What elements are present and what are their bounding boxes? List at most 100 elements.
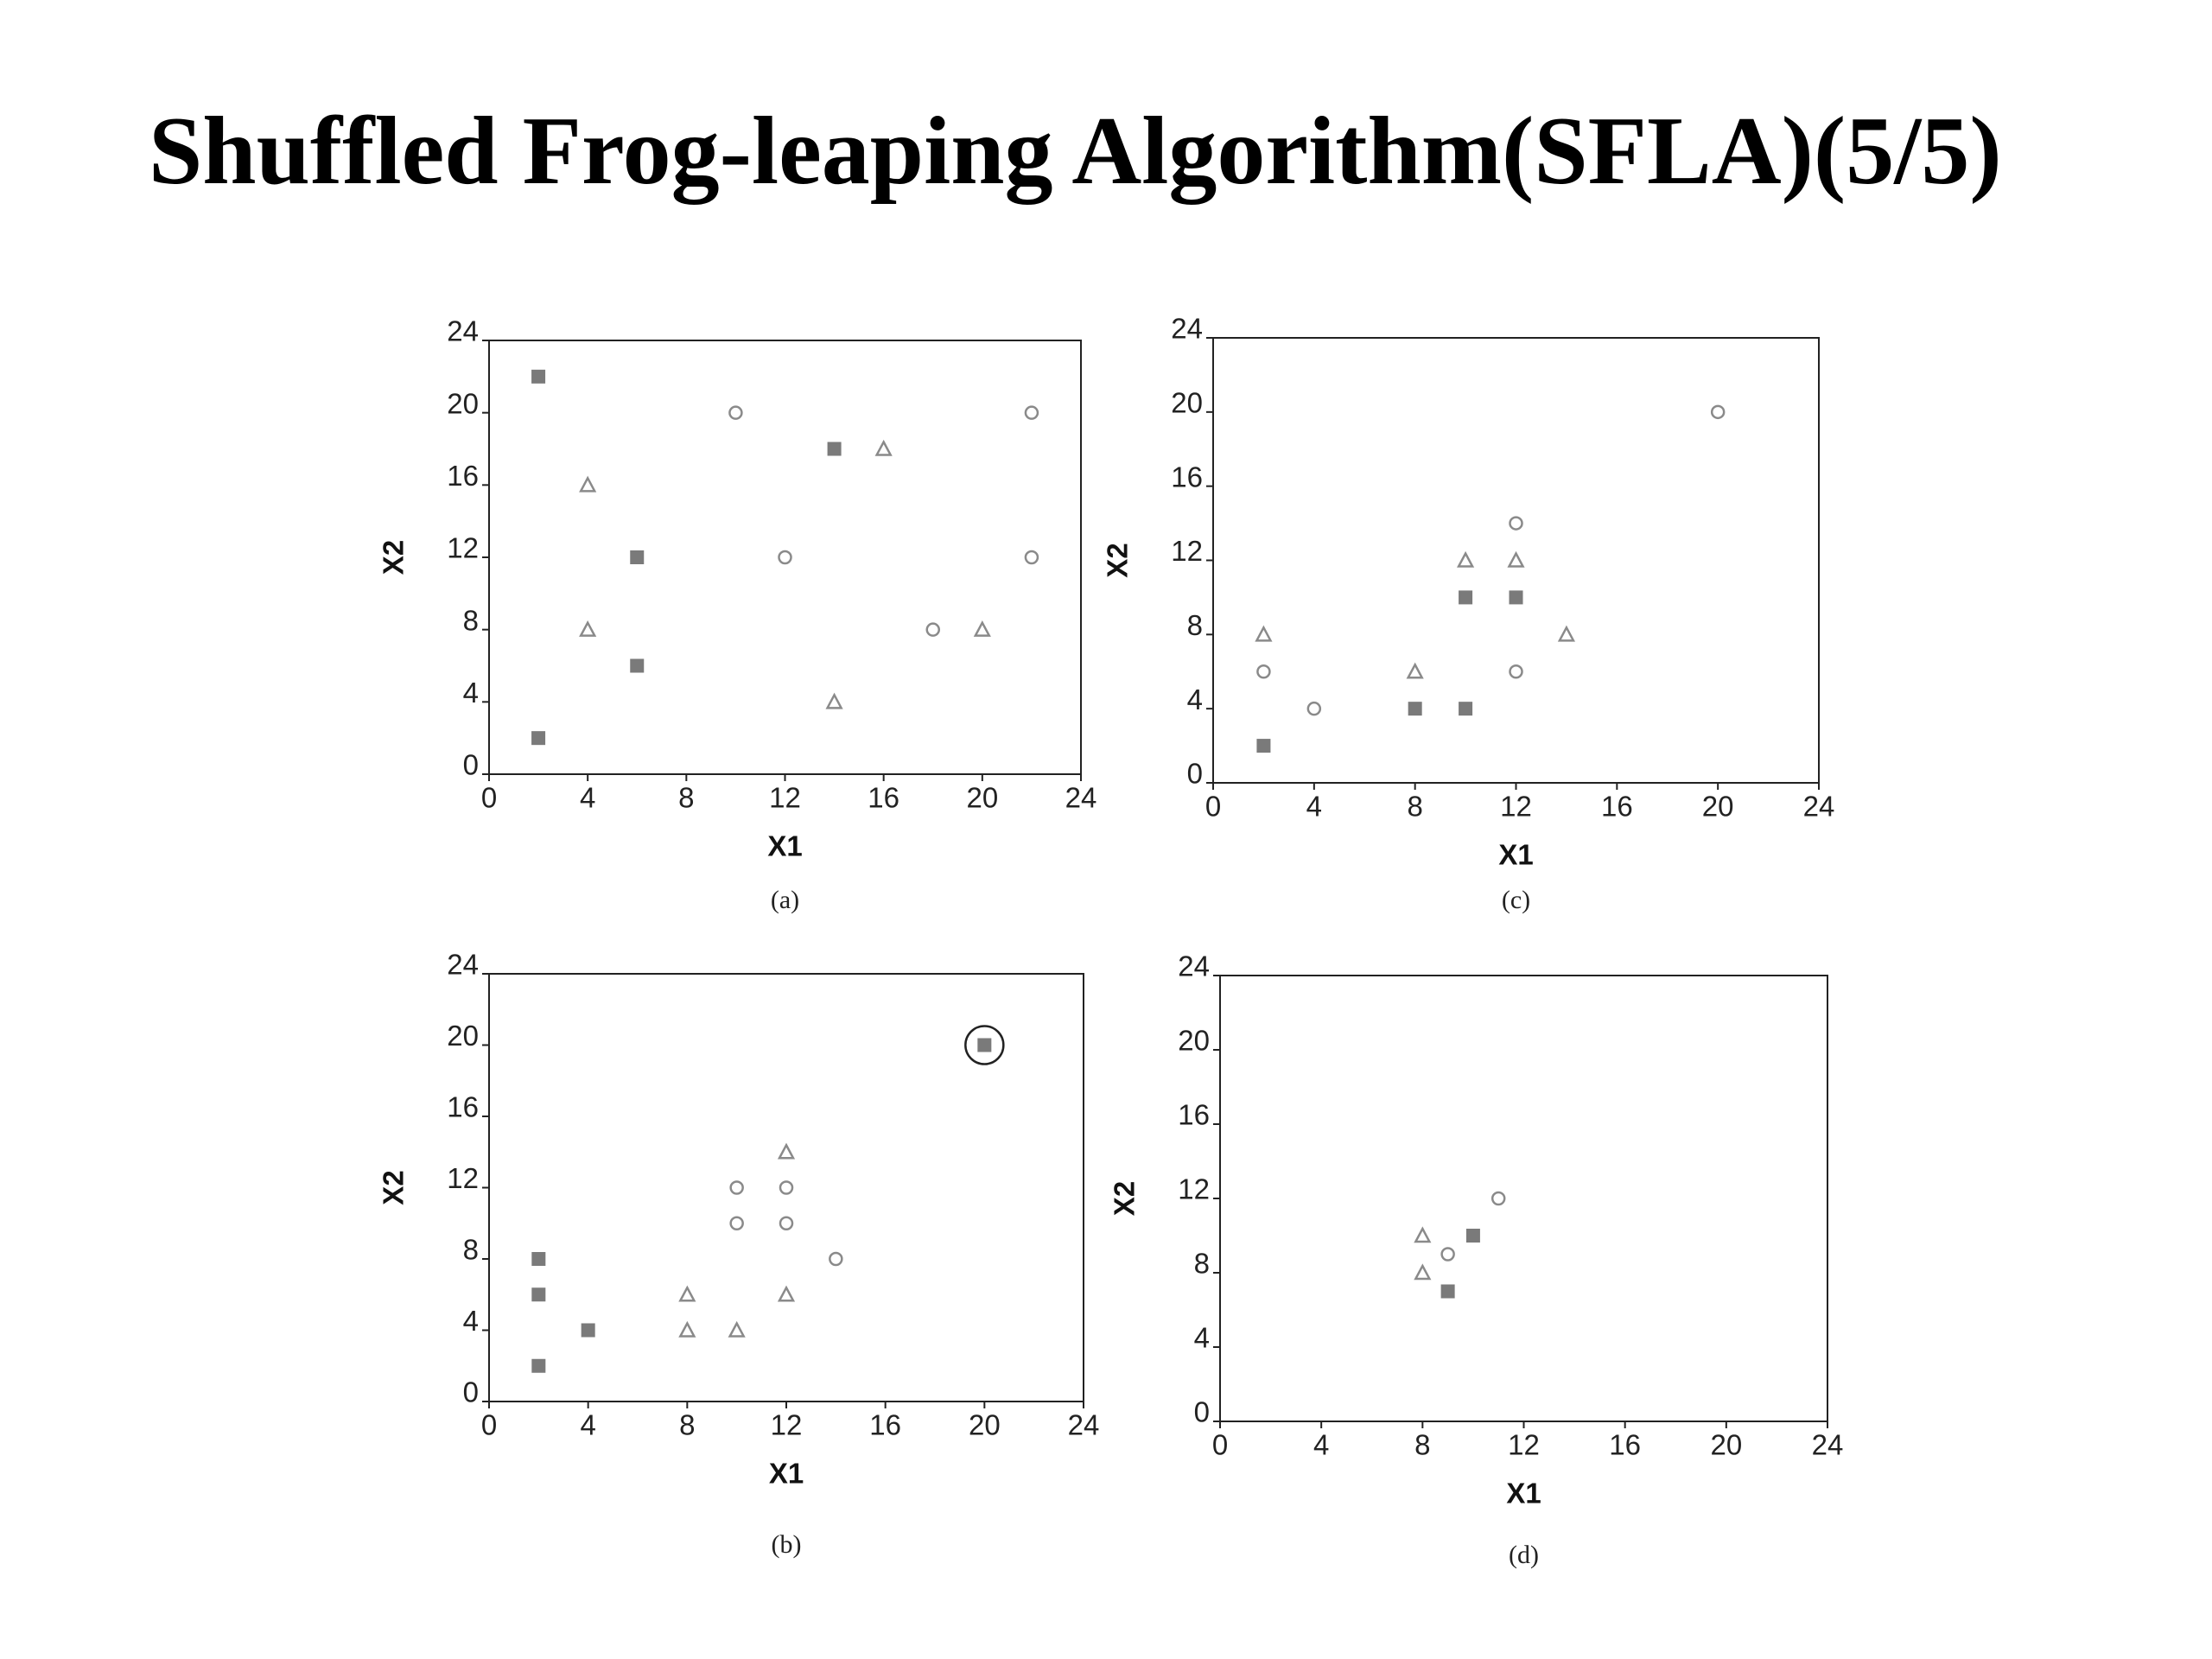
x-tick-label: 12 <box>771 1409 803 1441</box>
y-tick-label: 12 <box>1178 1173 1210 1205</box>
y-tick-label: 16 <box>447 460 479 492</box>
circle-point <box>1509 516 1523 531</box>
x-tick-label: 20 <box>969 1409 1001 1441</box>
triangle-point <box>1456 550 1475 568</box>
y-tick-label: 0 <box>463 749 479 781</box>
x-axis-label: X1 <box>769 1458 804 1490</box>
square-point <box>531 731 546 746</box>
x-tick-label: 20 <box>966 782 998 814</box>
square-point <box>531 1287 546 1302</box>
circle-point <box>1256 664 1271 679</box>
square-point <box>1509 590 1523 605</box>
x-axis-label: X1 <box>767 830 802 862</box>
x-tick-label: 0 <box>1205 791 1221 823</box>
square-point <box>1440 1284 1455 1299</box>
triangle-point <box>1414 1263 1432 1281</box>
y-tick-label: 8 <box>463 604 479 636</box>
triangle-point <box>1406 662 1424 679</box>
x-tick-label: 4 <box>1313 1429 1329 1461</box>
x-tick-label: 4 <box>580 782 595 814</box>
slide-title: Shuffled Frog-leaping Algorithm(SFLA)(5/… <box>149 98 2002 205</box>
x-tick-label: 8 <box>1407 791 1422 823</box>
y-tick-label: 0 <box>463 1376 479 1408</box>
square-point <box>630 550 645 564</box>
x-tick-label: 16 <box>1609 1429 1641 1461</box>
x-tick-label: 24 <box>1803 791 1835 823</box>
triangle-point <box>728 1320 746 1338</box>
circle-point <box>1440 1247 1455 1262</box>
y-axis-label: X2 <box>378 1170 410 1205</box>
circle-point <box>1509 664 1523 679</box>
y-tick-label: 0 <box>1187 758 1203 790</box>
caption: (a) <box>771 886 799 914</box>
triangle-point <box>579 620 597 637</box>
triangle-point <box>579 475 597 493</box>
triangle-point <box>1507 550 1525 568</box>
square-point <box>630 658 645 673</box>
circle-point <box>1491 1191 1506 1206</box>
y-axis-label: X2 <box>1102 543 1134 577</box>
y-tick-label: 20 <box>1178 1025 1210 1057</box>
y-tick-label: 24 <box>1178 950 1210 982</box>
triangle-point <box>973 620 991 637</box>
y-tick-label: 4 <box>1194 1322 1210 1354</box>
x-tick-label: 16 <box>869 1409 901 1441</box>
x-tick-label: 12 <box>1508 1429 1540 1461</box>
y-tick-label: 4 <box>463 1305 479 1337</box>
triangle-point <box>678 1285 696 1302</box>
x-tick-label: 12 <box>1500 791 1532 823</box>
x-tick-label: 4 <box>580 1409 595 1441</box>
y-tick-label: 16 <box>1171 461 1203 493</box>
x-tick-label: 4 <box>1306 791 1322 823</box>
square-point <box>531 369 546 384</box>
circle-point <box>829 1251 843 1267</box>
triangle-point <box>1414 1226 1432 1243</box>
highlight-ring <box>964 1025 1005 1065</box>
scatter-panel: 0 4 8 12 16 20 24 0 4 8 12 16 20 24 X1 X2 (c) <box>1102 313 1835 914</box>
triangle-point <box>678 1320 696 1338</box>
y-tick-label: 12 <box>447 1162 479 1194</box>
x-tick-label: 0 <box>481 1409 497 1441</box>
x-tick-label: 8 <box>678 782 694 814</box>
x-axis-label: X1 <box>1498 839 1533 871</box>
square-point <box>1256 739 1271 753</box>
y-tick-label: 12 <box>1171 535 1203 567</box>
y-tick-label: 0 <box>1194 1396 1210 1428</box>
caption: (c) <box>1502 886 1530 914</box>
triangle-point <box>1255 625 1273 642</box>
x-tick-label: 24 <box>1812 1429 1844 1461</box>
circle-point <box>925 622 940 637</box>
square-point <box>531 1252 546 1266</box>
circle-point <box>1024 550 1039 565</box>
scatter-panel: 0 4 8 12 16 20 24 0 4 8 12 16 20 24 X1 X2 (a) <box>378 315 1097 914</box>
y-tick-label: 8 <box>1187 609 1203 641</box>
triangle-point <box>874 439 893 456</box>
triangle-point <box>777 1285 796 1302</box>
scatter-panel: 0 4 8 12 16 20 24 0 4 8 12 16 20 24 X1 X2 (d) <box>1109 950 1844 1569</box>
x-tick-label: 16 <box>868 782 899 814</box>
x-tick-label: 8 <box>679 1409 695 1441</box>
circle-point <box>1710 404 1726 420</box>
circle-point <box>1306 701 1322 716</box>
square-point <box>581 1323 595 1338</box>
y-tick-label: 8 <box>1194 1248 1210 1280</box>
y-axis-label: X2 <box>1109 1181 1141 1216</box>
x-tick-label: 20 <box>1710 1429 1742 1461</box>
y-tick-label: 24 <box>1171 313 1203 345</box>
x-tick-label: 8 <box>1414 1429 1430 1461</box>
square-point <box>827 442 842 456</box>
y-tick-label: 8 <box>463 1234 479 1266</box>
triangle-point <box>825 692 843 709</box>
circle-point <box>779 1216 794 1230</box>
circle-point <box>778 550 792 565</box>
caption: (d) <box>1509 1541 1539 1569</box>
y-tick-label: 16 <box>1178 1099 1210 1131</box>
y-axis-label: X2 <box>378 540 410 575</box>
y-tick-label: 24 <box>447 949 479 981</box>
y-tick-label: 12 <box>447 532 479 564</box>
square-point <box>977 1038 992 1052</box>
y-tick-label: 4 <box>463 677 479 709</box>
scatter-panel: 0 4 8 12 16 20 24 0 4 8 12 16 20 24 X1 X2 (b) <box>378 949 1100 1559</box>
